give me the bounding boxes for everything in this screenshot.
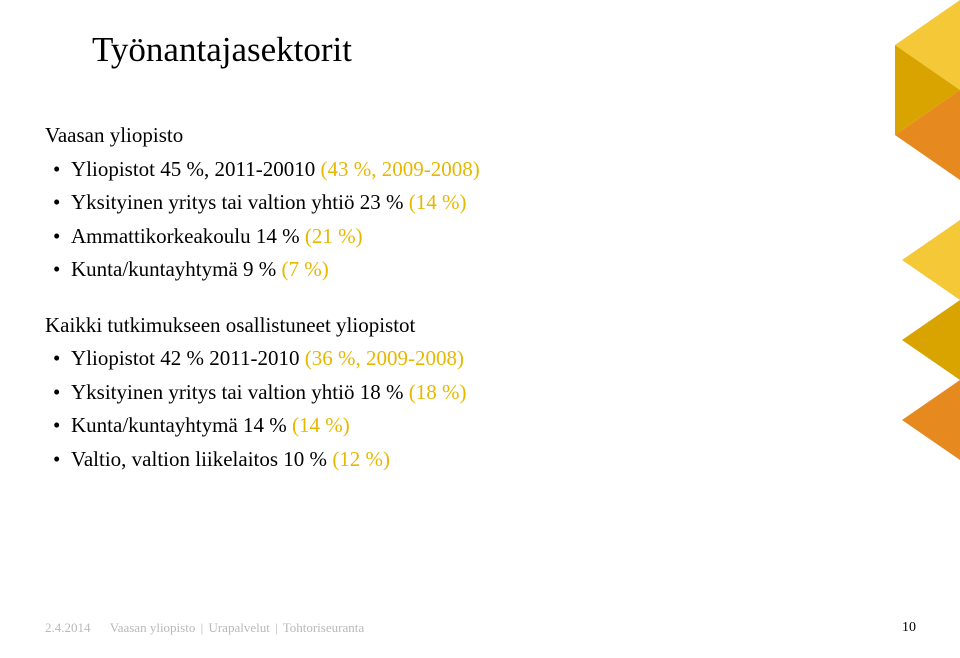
list-item: Ammattikorkeakoulu 14 % (21 %) <box>45 221 665 253</box>
content-area: Vaasan yliopisto Yliopistot 45 %, 2011-2… <box>45 120 665 499</box>
item-paren: (12 %) <box>332 447 390 471</box>
group1-heading: Vaasan yliopisto <box>45 120 665 152</box>
item-main: Yksityinen yritys tai valtion yhtiö 18 % <box>71 380 409 404</box>
list-item: Yksityinen yritys tai valtion yhtiö 23 %… <box>45 187 665 219</box>
item-paren: (21 %) <box>305 224 363 248</box>
list-item: Yksityinen yritys tai valtion yhtiö 18 %… <box>45 377 665 409</box>
item-main: Yliopistot 42 % 2011-2010 <box>71 346 305 370</box>
item-main: Kunta/kuntayhtymä 9 % <box>71 257 282 281</box>
footer-org: Vaasan yliopisto <box>110 620 196 635</box>
page-number: 10 <box>902 620 916 636</box>
slide-title: Työnantajasektorit <box>92 30 352 70</box>
item-paren: (14 %) <box>292 413 350 437</box>
item-main: Kunta/kuntayhtymä 14 % <box>71 413 292 437</box>
item-main: Ammattikorkeakoulu 14 % <box>71 224 305 248</box>
item-paren: (18 %) <box>409 380 467 404</box>
list-item: Kunta/kuntayhtymä 9 % (7 %) <box>45 254 665 286</box>
item-paren: (36 %, 2009-2008) <box>305 346 464 370</box>
footer-dept: Urapalvelut <box>208 620 269 635</box>
footer-sep: | <box>275 620 278 635</box>
footer-proj: Tohtoriseuranta <box>283 620 364 635</box>
list-item: Yliopistot 42 % 2011-2010 (36 %, 2009-20… <box>45 343 665 375</box>
item-main: Yliopistot 45 %, 2011-20010 <box>71 157 320 181</box>
item-paren: (14 %) <box>409 190 467 214</box>
footer: 2.4.2014 Vaasan yliopisto | Urapalvelut … <box>45 620 364 636</box>
list-item: Yliopistot 45 %, 2011-20010 (43 %, 2009-… <box>45 154 665 186</box>
item-main: Valtio, valtion liikelaitos 10 % <box>71 447 332 471</box>
item-main: Yksityinen yritys tai valtion yhtiö 23 % <box>71 190 409 214</box>
item-paren: (7 %) <box>282 257 329 281</box>
group2-heading: Kaikki tutkimukseen osallistuneet yliopi… <box>45 310 665 342</box>
group2-list: Yliopistot 42 % 2011-2010 (36 %, 2009-20… <box>45 343 665 475</box>
item-paren: (43 %, 2009-2008) <box>320 157 479 181</box>
footer-sep: | <box>201 620 204 635</box>
list-item: Kunta/kuntayhtymä 14 % (14 %) <box>45 410 665 442</box>
group1-list: Yliopistot 45 %, 2011-20010 (43 %, 2009-… <box>45 154 665 286</box>
list-item: Valtio, valtion liikelaitos 10 % (12 %) <box>45 444 665 476</box>
footer-date: 2.4.2014 <box>45 620 91 635</box>
